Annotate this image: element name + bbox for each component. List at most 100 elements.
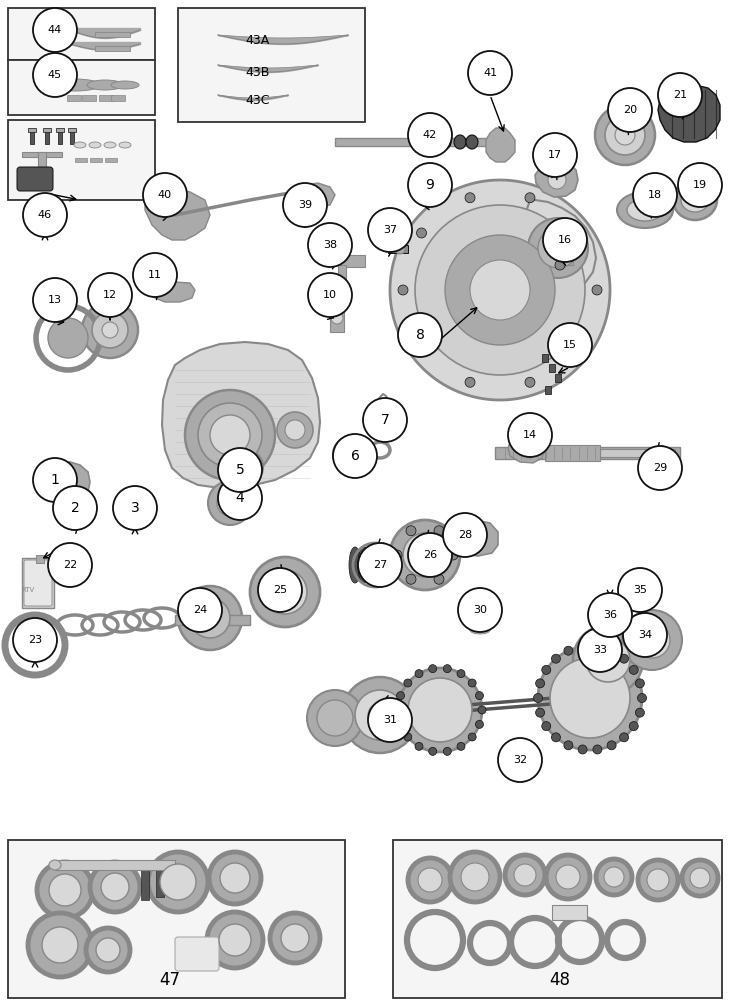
Circle shape	[133, 253, 177, 297]
Circle shape	[285, 420, 305, 440]
Bar	[8, 60, 155, 115]
Circle shape	[647, 869, 669, 891]
Bar	[67, 95, 81, 100]
Bar	[95, 32, 130, 37]
Circle shape	[525, 193, 535, 203]
Circle shape	[634, 622, 670, 658]
Circle shape	[42, 927, 78, 963]
Ellipse shape	[470, 605, 490, 613]
Circle shape	[217, 490, 243, 516]
Polygon shape	[486, 128, 515, 162]
Bar	[542, 354, 548, 362]
Circle shape	[596, 859, 632, 895]
Circle shape	[48, 318, 88, 358]
Bar	[111, 95, 125, 100]
Circle shape	[88, 273, 132, 317]
Circle shape	[618, 568, 662, 612]
Circle shape	[465, 193, 475, 203]
Bar	[36, 555, 44, 563]
Circle shape	[398, 313, 442, 357]
Circle shape	[220, 863, 250, 893]
Circle shape	[429, 748, 437, 756]
Circle shape	[113, 486, 157, 530]
Circle shape	[574, 228, 583, 238]
Circle shape	[622, 610, 682, 670]
Circle shape	[128, 505, 142, 519]
Ellipse shape	[470, 610, 490, 618]
Text: 10: 10	[323, 290, 337, 300]
Bar	[178, 8, 365, 122]
Text: 44: 44	[48, 25, 62, 35]
Circle shape	[13, 618, 57, 662]
Bar	[38, 152, 46, 172]
Bar	[552, 904, 587, 920]
Circle shape	[578, 628, 622, 672]
Bar	[393, 840, 722, 998]
Ellipse shape	[673, 180, 717, 220]
Circle shape	[556, 865, 580, 889]
Circle shape	[418, 868, 442, 892]
Circle shape	[474, 529, 480, 535]
Text: 11: 11	[148, 270, 162, 280]
Bar	[58, 130, 62, 144]
Bar	[8, 8, 155, 60]
Ellipse shape	[89, 142, 101, 148]
Circle shape	[443, 748, 451, 756]
Circle shape	[479, 537, 485, 543]
Circle shape	[546, 855, 590, 899]
Text: 23: 23	[28, 635, 42, 645]
Circle shape	[48, 543, 92, 587]
Circle shape	[578, 745, 587, 754]
Circle shape	[605, 115, 645, 155]
Circle shape	[588, 593, 632, 637]
Circle shape	[398, 285, 408, 295]
Circle shape	[678, 163, 722, 207]
Ellipse shape	[470, 594, 490, 602]
Ellipse shape	[375, 547, 387, 583]
Circle shape	[208, 481, 252, 525]
Text: 35: 35	[633, 585, 647, 595]
Circle shape	[392, 550, 402, 560]
Bar	[171, 865, 179, 895]
Circle shape	[574, 342, 583, 352]
Circle shape	[623, 613, 667, 657]
Circle shape	[368, 208, 412, 252]
Ellipse shape	[366, 547, 378, 583]
Polygon shape	[145, 188, 210, 240]
Bar	[8, 840, 345, 998]
Circle shape	[548, 171, 566, 189]
Bar	[8, 120, 155, 200]
Circle shape	[551, 733, 561, 742]
Circle shape	[629, 722, 638, 731]
Circle shape	[468, 679, 476, 687]
Ellipse shape	[384, 547, 396, 583]
Ellipse shape	[50, 79, 100, 91]
Bar	[56, 128, 64, 132]
Text: 25: 25	[273, 585, 287, 595]
Circle shape	[470, 260, 530, 320]
Text: 22: 22	[63, 560, 77, 570]
Circle shape	[395, 244, 405, 254]
Bar	[43, 128, 51, 132]
Circle shape	[82, 302, 138, 358]
Text: 16: 16	[558, 235, 572, 245]
Circle shape	[607, 646, 616, 655]
Circle shape	[406, 526, 416, 536]
Circle shape	[445, 235, 555, 345]
Circle shape	[342, 677, 418, 753]
Ellipse shape	[454, 135, 466, 149]
Bar	[22, 558, 54, 608]
Bar	[141, 870, 149, 900]
Circle shape	[629, 665, 638, 674]
Polygon shape	[518, 200, 596, 292]
Circle shape	[33, 458, 77, 502]
Ellipse shape	[87, 80, 123, 90]
Circle shape	[434, 526, 444, 536]
Text: 48: 48	[550, 971, 571, 989]
Bar	[105, 158, 117, 162]
Circle shape	[564, 741, 573, 750]
Circle shape	[475, 691, 483, 699]
Circle shape	[543, 218, 587, 262]
Bar	[55, 860, 175, 870]
Text: 33: 33	[593, 645, 607, 655]
